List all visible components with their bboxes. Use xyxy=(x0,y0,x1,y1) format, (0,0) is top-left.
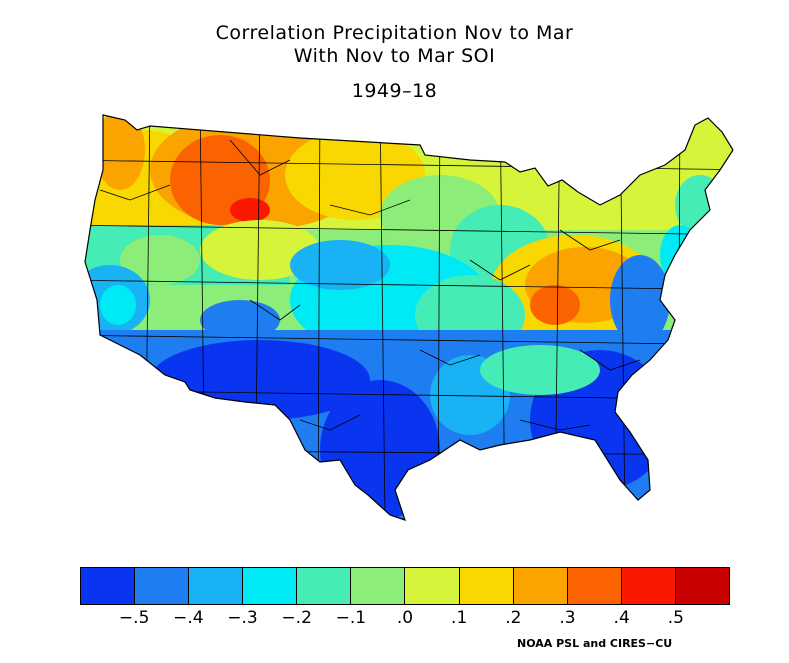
source-credit: NOAA PSL and CIRES−CU xyxy=(517,637,673,650)
legend-tick-label: .5 xyxy=(667,608,684,628)
legend-tick-label: .1 xyxy=(451,608,468,628)
chart-title: Correlation Precipitation Nov to Mar xyxy=(215,22,574,44)
legend-tick-label: −.5 xyxy=(118,608,150,628)
legend-tick-label: .2 xyxy=(505,608,522,628)
legend-swatch xyxy=(621,568,676,604)
division-borders xyxy=(85,115,733,520)
legend-swatch xyxy=(513,568,568,604)
legend-swatch xyxy=(675,568,729,604)
legend-swatch xyxy=(567,568,622,604)
legend-swatch xyxy=(297,568,352,604)
legend-swatch xyxy=(459,568,514,604)
legend-swatch xyxy=(189,568,244,604)
legend-tick-label: .0 xyxy=(396,608,414,628)
legend-tick-label: −.3 xyxy=(227,608,258,628)
color-legend xyxy=(80,567,730,605)
legend-ticks: −.5 −.4 −.3 −.2 −.1 .0 .1 .2 .3 .4 .5 xyxy=(80,608,730,630)
legend-swatch xyxy=(243,568,298,604)
legend-tick-label: −.2 xyxy=(281,608,312,628)
legend-tick-label: −.4 xyxy=(173,608,204,628)
legend-tick-label: .4 xyxy=(613,608,630,628)
chart-subtitle: With Nov to Mar SOI xyxy=(293,45,496,67)
legend-swatch xyxy=(81,568,136,604)
legend-swatch xyxy=(135,568,190,604)
legend-tick-label: −.1 xyxy=(335,608,367,628)
chart-period: 1949–18 xyxy=(351,80,438,102)
map-fill xyxy=(85,115,733,520)
legend-swatch xyxy=(351,568,406,604)
legend-swatch xyxy=(405,568,460,604)
legend-tick-label: .3 xyxy=(559,608,576,628)
